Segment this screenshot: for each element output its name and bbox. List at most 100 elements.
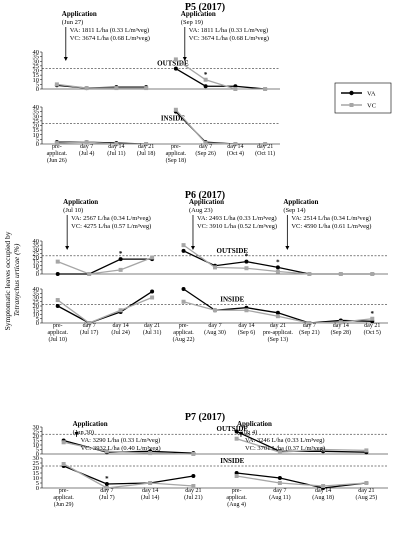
x-tick-label: (Jul 10) xyxy=(48,336,67,343)
point-VC xyxy=(370,316,375,321)
point-VC xyxy=(144,142,149,146)
x-tick-label: (Aug 11) xyxy=(269,494,291,501)
point-VC xyxy=(181,243,186,248)
x-tick-label: (Sep 26) xyxy=(195,150,216,157)
point-VC xyxy=(191,484,196,488)
point-VC xyxy=(338,272,343,276)
application-vc-rate: VC: 3932 L/ha (0.40 L/m³veg) xyxy=(81,445,161,452)
application-title: Application xyxy=(181,10,216,18)
application-annotation: Application(Jul 10)VA: 2567 L/ha (0.34 L… xyxy=(63,198,151,250)
x-tick-label: (Aug 25) xyxy=(355,494,377,501)
x-tick-label: day 14 xyxy=(142,488,158,494)
y-tick-label: 35 xyxy=(33,109,40,116)
point-VA xyxy=(277,476,282,480)
y-axis-label-line1: Symptomatic leaves occupied by xyxy=(3,231,12,330)
application-annotation: Application(Jun 30)VA: 3290 L/ha (0.33 L… xyxy=(73,420,161,452)
y-tick-label: 25 xyxy=(33,299,40,306)
series-line-VA xyxy=(57,291,153,324)
y-tick-label: 30 xyxy=(33,424,40,431)
application-annotation: Application(Aug 23)VA: 2493 L/ha (0.33 L… xyxy=(189,198,277,250)
point-VC xyxy=(173,107,178,112)
point-VC xyxy=(148,451,153,456)
y-tick-label: 20 xyxy=(33,255,40,262)
application-vc-rate: VC: 3910 L/ha (0.52 L/m³veg) xyxy=(197,223,277,230)
legend-marker xyxy=(349,103,354,107)
point-VC xyxy=(181,299,186,304)
point-VA xyxy=(203,84,208,89)
inside-label: INSIDE xyxy=(161,115,185,123)
point-VC xyxy=(114,86,119,91)
x-tick-label: day 7 xyxy=(80,144,93,150)
point-VC xyxy=(61,440,66,445)
series-line-VA xyxy=(236,472,367,489)
y-tick-label: 40 xyxy=(33,238,40,245)
significance-star: * xyxy=(276,258,280,266)
y-tick-label: 0 xyxy=(36,86,39,93)
x-tick-label: day 7 xyxy=(273,488,286,494)
x-tick-label: day 21 xyxy=(185,488,201,494)
application-va-rate: VA: 2514 L/ha (0.34 L/m³veg) xyxy=(291,215,371,222)
x-tick-label: (Oct 4) xyxy=(227,150,244,157)
x-tick-label: (Jul 17) xyxy=(80,329,99,336)
significance-star: * xyxy=(245,253,249,261)
arrow-head xyxy=(182,57,187,61)
x-tick-label: day 7 xyxy=(83,323,96,329)
point-VC xyxy=(144,86,149,91)
x-tick-label: (Jun 29) xyxy=(54,501,74,508)
x-tick-label: (Jul 18) xyxy=(137,150,156,157)
y-tick-label: 25 xyxy=(33,429,40,436)
y-tick-label: 20 xyxy=(33,303,40,310)
point-VA xyxy=(234,429,239,434)
application-annotation: Application(Jun 27)VA: 1811 L/ha (0.33 L… xyxy=(62,10,150,61)
y-tick-label: 10 xyxy=(33,132,40,139)
application-vc-rate: VC: 3674 L/ha (0.68 L/m³veg) xyxy=(189,35,269,42)
x-tick-label: day 21 xyxy=(270,323,286,329)
y-tick-label: 5 xyxy=(36,480,39,487)
point-VC xyxy=(277,450,282,455)
inside-label: INSIDE xyxy=(220,457,244,465)
point-VC xyxy=(263,87,268,91)
x-tick-label: pre- xyxy=(171,144,181,150)
x-tick-label: (Sep 28) xyxy=(331,329,352,336)
series-line-VA xyxy=(175,111,266,145)
application-date: (Jun 27) xyxy=(62,19,83,26)
point-VC xyxy=(148,481,153,485)
application-title: Application xyxy=(63,198,98,206)
x-tick-label: pre- xyxy=(179,323,189,329)
x-tick-label: applicat. xyxy=(53,495,74,501)
x-tick-label: day 14 xyxy=(227,144,243,150)
point-VC xyxy=(307,321,312,325)
x-tick-label: applicat. xyxy=(47,330,68,336)
point-VC xyxy=(213,308,217,313)
point-VC xyxy=(233,87,238,91)
series-line-VC xyxy=(175,58,266,90)
application-va-rate: VA: 1811 L/ha (0.33 L/m³veg) xyxy=(70,27,149,34)
point-VA xyxy=(244,259,249,264)
application-title: Application xyxy=(73,420,108,428)
x-tick-label: (Jul 11) xyxy=(107,150,125,157)
x-tick-label: pre- xyxy=(232,488,242,494)
application-date: (Jul 10) xyxy=(63,207,83,214)
x-tick-label: day 21 xyxy=(358,488,374,494)
legend-label: VA xyxy=(367,91,376,98)
x-tick-label: day 21 xyxy=(257,144,273,150)
y-tick-label: 35 xyxy=(33,242,40,249)
point-VC xyxy=(150,295,155,300)
series-line-VA xyxy=(63,465,194,485)
arrow-head xyxy=(63,57,68,61)
application-date: (Jun 30) xyxy=(73,429,94,436)
point-VA xyxy=(191,474,196,478)
application-vc-rate: VC: 3674 L/ha (0.68 L/m³veg) xyxy=(70,35,150,42)
x-tick-label: (Sep 18) xyxy=(166,157,187,164)
x-tick-label: day 21 xyxy=(364,323,380,329)
point-VC xyxy=(244,308,249,313)
y-tick-label: 15 xyxy=(33,259,40,266)
x-tick-label: (Jul 7) xyxy=(99,494,115,501)
application-annotation: Application(Sep 14)VA: 2514 L/ha (0.34 L… xyxy=(283,198,371,250)
point-VC xyxy=(275,269,280,274)
point-VA xyxy=(275,310,280,315)
application-date: (Aug 4) xyxy=(237,429,257,436)
